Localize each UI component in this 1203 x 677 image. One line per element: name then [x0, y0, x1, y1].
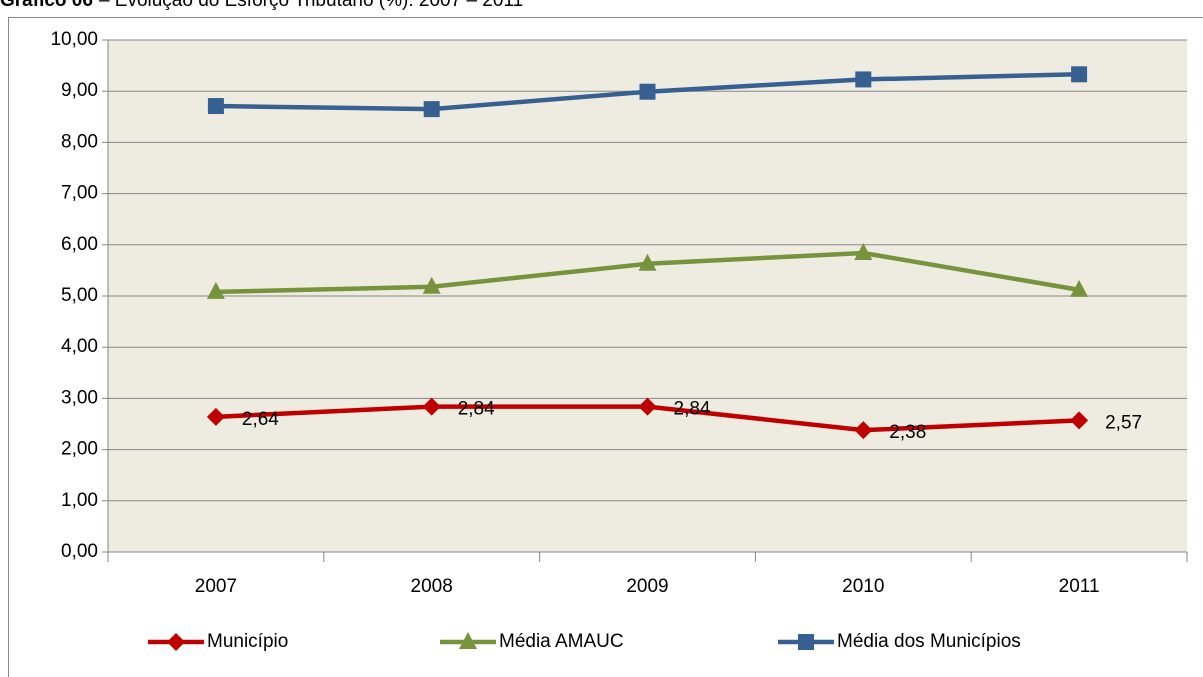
- y-tick-label: 5,00: [61, 285, 98, 306]
- data-point: [206, 281, 225, 299]
- legend-marker: [459, 632, 477, 649]
- data-label: 2,38: [889, 422, 926, 443]
- data-label: 2,57: [1105, 412, 1142, 433]
- data-label: 2,84: [674, 399, 711, 420]
- data-point: [638, 397, 657, 416]
- data-point: [423, 101, 440, 118]
- x-tick-label: 2010: [842, 576, 884, 597]
- data-point: [1070, 279, 1089, 297]
- title-text: – Evolução do Esforço Tributário (%): 20…: [99, 0, 523, 11]
- x-tick-label: 2011: [1059, 576, 1100, 597]
- legend-marker: [798, 634, 814, 650]
- y-tick-label: 1,00: [61, 490, 98, 511]
- data-point: [855, 71, 872, 88]
- legend-label: Município: [207, 631, 288, 652]
- data-point: [422, 397, 441, 416]
- y-tick-label: 7,00: [61, 183, 98, 204]
- y-tick-label: 6,00: [61, 234, 98, 255]
- y-tick-label: 0,00: [61, 541, 98, 562]
- data-point: [1071, 66, 1088, 83]
- y-tick-label: 3,00: [61, 387, 98, 408]
- data-point: [1070, 411, 1089, 430]
- data-label: 2,84: [458, 399, 495, 420]
- legend-label: Média dos Municípios: [837, 631, 1021, 652]
- x-tick-label: 2009: [626, 576, 668, 597]
- data-label: 2,64: [242, 409, 279, 430]
- y-tick-label: 9,00: [61, 80, 98, 101]
- data-point: [207, 98, 224, 115]
- data-point: [854, 242, 873, 260]
- data-point: [854, 421, 873, 440]
- legend-marker: [167, 633, 185, 651]
- chart-title: Gráfico 06 – Evolução do Esforço Tributár…: [0, 0, 523, 11]
- x-tick-label: 2007: [195, 576, 237, 597]
- data-point: [639, 83, 656, 100]
- y-tick-label: 8,00: [61, 131, 98, 152]
- data-point: [206, 407, 225, 426]
- y-tick-label: 2,00: [61, 439, 98, 460]
- y-tick-label: 10,00: [50, 29, 98, 50]
- legend-label: Média AMAUC: [499, 631, 624, 652]
- x-tick-label: 2008: [411, 576, 453, 597]
- data-point: [638, 253, 657, 271]
- y-tick-label: 4,00: [61, 336, 98, 357]
- data-point: [422, 276, 441, 294]
- title-label: Gráfico 06: [0, 0, 93, 11]
